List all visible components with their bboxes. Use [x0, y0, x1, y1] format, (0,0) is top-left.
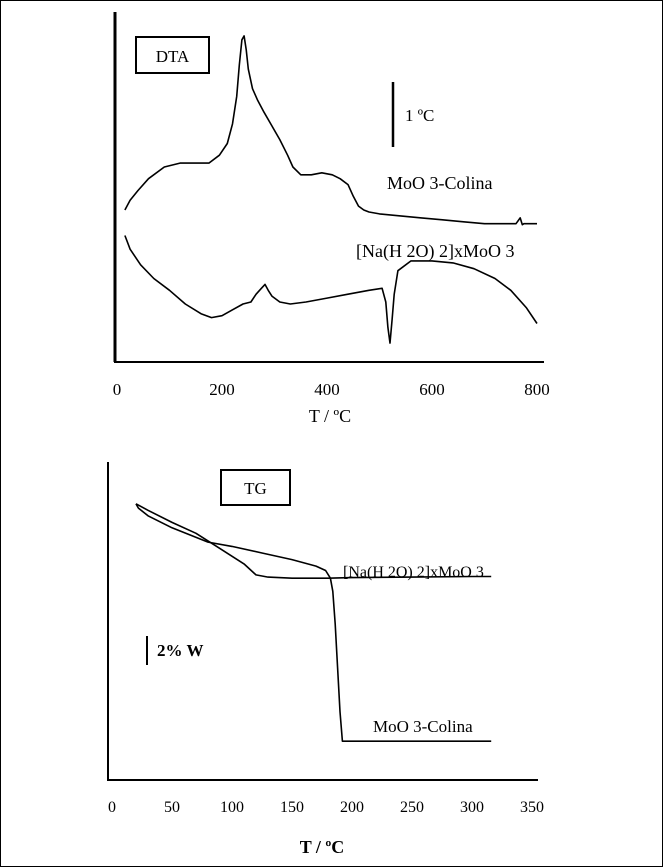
tg-series-label-na-moo3: [Na(H 2O) 2]xMoO 3 — [343, 564, 484, 581]
dta-chart: DTA 1 ºC MoO 3-Colina [Na(H 2O) 2]xMoO 3… — [113, 12, 550, 426]
dta-series-label-na-moo3: [Na(H 2O) 2]xMoO 3 — [356, 241, 514, 262]
dta-series-label-moo3-colina: MoO 3-Colina — [387, 173, 493, 193]
tg-x-tick-label: 350 — [520, 799, 544, 816]
dta-series-line-1 — [124, 235, 538, 344]
tg-x-tick-label: 250 — [400, 799, 424, 816]
tg-panel-label: TG — [244, 479, 267, 498]
tg-panel-label-box — [220, 469, 291, 506]
tg-tick-labels: 0 50 100 150 200 250 300 350 — [108, 799, 544, 816]
tg-series-lines — [135, 503, 492, 743]
dta-panel-label: DTA — [156, 47, 190, 66]
dta-x-tick-label: 200 — [209, 380, 235, 399]
dta-scale-bar-label: 1 ºC — [405, 106, 434, 125]
dta-x-tick-label: 600 — [419, 380, 445, 399]
tg-x-tick-label: 150 — [280, 799, 304, 816]
tg-x-tick-label: 200 — [340, 799, 364, 816]
dta-tick-labels: 0 200 400 600 800 — [113, 380, 550, 399]
tg-chart: TG 2% W [Na(H 2O) 2]xMoO 3 MoO 3-Colina … — [107, 462, 544, 857]
tg-series-line-1 — [135, 503, 492, 580]
dta-x-tick-label: 400 — [314, 380, 340, 399]
dta-panel-label-box — [135, 36, 210, 74]
tg-series-label-moo3-colina: MoO 3-Colina — [373, 717, 473, 736]
tg-x-tick-label: 300 — [460, 799, 484, 816]
dta-x-tick-label: 0 — [113, 380, 122, 399]
tg-x-tick-label: 0 — [108, 799, 116, 816]
tg-x-tick-label: 100 — [220, 799, 244, 816]
dta-x-tick-label: 800 — [524, 380, 550, 399]
dta-series-lines — [124, 35, 538, 344]
dta-series-line-0 — [124, 35, 537, 226]
tg-series-line-0 — [135, 503, 492, 743]
tg-scale-bar-label: 2% W — [157, 641, 203, 660]
dta-x-axis-label: T / ºC — [309, 406, 351, 426]
tg-x-tick-label: 50 — [164, 799, 180, 816]
tg-x-axis-label: T / ºC — [300, 837, 345, 857]
